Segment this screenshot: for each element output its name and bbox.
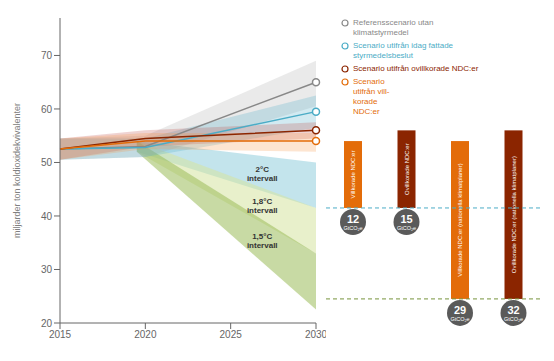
svg-text:15: 15 (400, 213, 412, 225)
svg-text:Ovillkorade NDC:er: Ovillkorade NDC:er (404, 143, 410, 195)
svg-text:Villkorade NDC:er (nationella: Villkorade NDC:er (nationella klimatplan… (457, 163, 463, 276)
svg-text:30: 30 (41, 264, 53, 275)
svg-text:GtCO₂e: GtCO₂e (504, 316, 523, 322)
svg-text:miljarder ton koldioxidekvival: miljarder ton koldioxidekvivalenter (12, 103, 22, 238)
svg-text:2015: 2015 (49, 329, 72, 340)
svg-text:2020: 2020 (134, 329, 157, 340)
svg-text:29: 29 (454, 304, 466, 316)
svg-text:1,5°Cintervall: 1,5°Cintervall (247, 232, 278, 250)
svg-text:Villkorade NDC:er: Villkorade NDC:er (350, 151, 356, 199)
svg-text:GtCO₂e: GtCO₂e (450, 316, 469, 322)
html-text:Scenario utifrån idag fattade: Scenario utifrån idag fattade styrmedels… (353, 41, 454, 60)
html-text:Scenario utifrån ovillkorade N: Scenario utifrån ovillkorade NDC:er (353, 64, 479, 73)
svg-text:12: 12 (347, 213, 359, 225)
svg-text:40: 40 (41, 211, 53, 222)
svg-text:20: 20 (41, 318, 53, 329)
svg-text:Ovillkorade NDC:er (nationella: Ovillkorade NDC:er (nationella klimatpla… (511, 156, 517, 273)
svg-text:2025: 2025 (220, 329, 243, 340)
svg-text:1,8°Cintervall: 1,8°Cintervall (247, 197, 278, 215)
svg-text:32: 32 (507, 304, 519, 316)
svg-text:60: 60 (41, 104, 53, 115)
html-text:Scenario utifrån vill- korade: Scenario utifrån vill- korade NDC:er (353, 77, 390, 116)
svg-text:2030: 2030 (305, 329, 326, 340)
svg-text:50: 50 (41, 157, 53, 168)
svg-text:2°Cintervall: 2°Cintervall (247, 165, 278, 183)
html-text:Referensscenario utan klimatst: Referensscenario utan klimatstyrmedel (353, 18, 434, 37)
svg-text:GtCO₂e: GtCO₂e (343, 225, 362, 231)
svg-text:70: 70 (41, 50, 53, 61)
svg-text:GtCO₂e: GtCO₂e (397, 225, 416, 231)
